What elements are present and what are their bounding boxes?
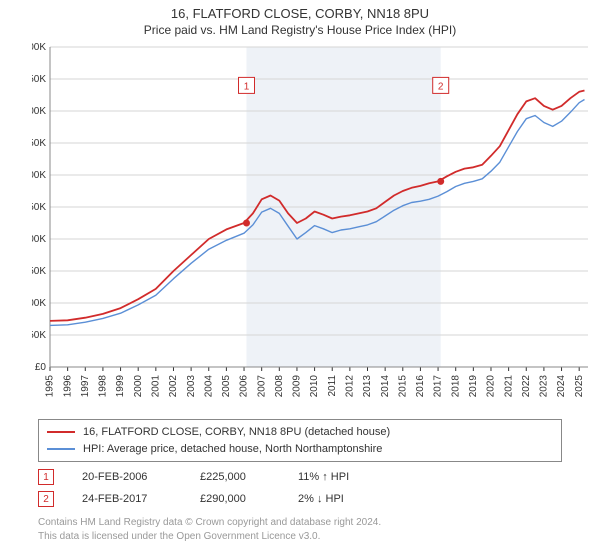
svg-text:2007: 2007 (256, 375, 267, 398)
svg-text:1997: 1997 (80, 375, 91, 398)
page-subtitle: Price paid vs. HM Land Registry's House … (0, 21, 600, 41)
svg-text:2002: 2002 (168, 375, 179, 398)
svg-text:2003: 2003 (186, 375, 197, 398)
svg-text:1999: 1999 (115, 375, 126, 398)
svg-text:2024: 2024 (556, 375, 567, 398)
attribution-line-2: This data is licensed under the Open Gov… (38, 530, 562, 544)
svg-text:2010: 2010 (309, 375, 320, 398)
svg-text:2013: 2013 (362, 375, 373, 398)
svg-text:2023: 2023 (539, 375, 550, 398)
legend: 16, FLATFORD CLOSE, CORBY, NN18 8PU (det… (38, 419, 562, 462)
svg-text:2004: 2004 (203, 375, 214, 398)
svg-text:2009: 2009 (292, 375, 303, 398)
svg-text:2021: 2021 (503, 375, 514, 398)
price-chart: £0 £50K £100K £150K £200K £250K £300K £350K £400… (32, 41, 592, 411)
svg-text:2005: 2005 (221, 375, 232, 398)
svg-text:2020: 2020 (486, 375, 497, 398)
marker-delta-1: 11% ↑ HPI (298, 471, 349, 483)
marker-row-2: 2 24-FEB-2017 £290,000 2% ↓ HPI (38, 488, 562, 510)
svg-text:2014: 2014 (380, 375, 391, 398)
svg-text:£300K: £300K (32, 170, 46, 181)
marker-row-1: 1 20-FEB-2006 £225,000 11% ↑ HPI (38, 466, 562, 488)
marker-delta-2: 2% ↓ HPI (298, 493, 344, 505)
marker-price-1: £225,000 (200, 471, 270, 483)
marker-badge-1: 1 (38, 469, 54, 485)
legend-swatch-1 (47, 431, 75, 433)
svg-text:2: 2 (438, 81, 444, 92)
svg-text:£150K: £150K (32, 266, 46, 277)
svg-text:1: 1 (244, 81, 250, 92)
svg-text:2000: 2000 (133, 375, 144, 398)
legend-swatch-2 (47, 448, 75, 450)
svg-text:2025: 2025 (574, 375, 585, 398)
svg-text:1996: 1996 (62, 375, 73, 398)
svg-text:2019: 2019 (468, 375, 479, 398)
svg-text:2016: 2016 (415, 375, 426, 398)
attribution-line-1: Contains HM Land Registry data © Crown c… (38, 516, 562, 530)
legend-row-1: 16, FLATFORD CLOSE, CORBY, NN18 8PU (det… (47, 424, 553, 441)
svg-text:2001: 2001 (150, 375, 161, 398)
svg-text:£100K: £100K (32, 298, 46, 309)
marker-date-2: 24-FEB-2017 (82, 493, 172, 505)
svg-text:1998: 1998 (98, 375, 109, 398)
svg-text:1995: 1995 (45, 375, 56, 398)
legend-label-2: HPI: Average price, detached house, Nort… (83, 441, 382, 458)
svg-text:2015: 2015 (397, 375, 408, 398)
svg-text:2006: 2006 (239, 375, 250, 398)
attribution: Contains HM Land Registry data © Crown c… (38, 516, 562, 544)
svg-text:2008: 2008 (274, 375, 285, 398)
svg-text:2011: 2011 (327, 375, 338, 397)
legend-label-1: 16, FLATFORD CLOSE, CORBY, NN18 8PU (det… (83, 424, 390, 441)
marker-price-2: £290,000 (200, 493, 270, 505)
markers-table: 1 20-FEB-2006 £225,000 11% ↑ HPI 2 24-FE… (38, 466, 562, 510)
svg-text:£200K: £200K (32, 234, 46, 245)
svg-text:£400K: £400K (32, 106, 46, 117)
svg-text:£350K: £350K (32, 138, 46, 149)
svg-text:£250K: £250K (32, 202, 46, 213)
svg-text:£500K: £500K (32, 42, 46, 53)
svg-text:2017: 2017 (433, 375, 444, 398)
svg-text:2022: 2022 (521, 375, 532, 398)
svg-text:2012: 2012 (345, 375, 356, 398)
legend-row-2: HPI: Average price, detached house, Nort… (47, 441, 553, 458)
svg-text:2018: 2018 (450, 375, 461, 398)
chart-svg: £0 £50K £100K £150K £200K £250K £300K £350K £400… (32, 41, 592, 411)
marker-badge-2: 2 (38, 491, 54, 507)
svg-text:£450K: £450K (32, 74, 46, 85)
svg-text:£0: £0 (35, 362, 47, 373)
marker-date-1: 20-FEB-2006 (82, 471, 172, 483)
svg-text:£50K: £50K (32, 330, 46, 341)
page-title: 16, FLATFORD CLOSE, CORBY, NN18 8PU (0, 0, 600, 21)
